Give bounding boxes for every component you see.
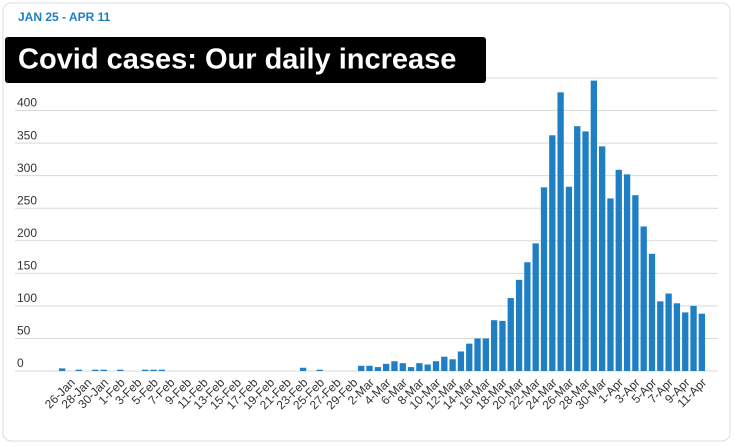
y-tick-label: 250 [17,193,37,207]
bar [358,365,365,371]
bar [648,253,656,371]
bar [532,243,539,371]
bar [598,146,606,371]
bar [382,363,390,371]
chart-title: Covid cases: Our daily increase [18,44,456,76]
bar [574,126,581,371]
bar [524,262,531,371]
bar [366,365,373,371]
bar [673,303,681,371]
bar [590,80,598,372]
y-tick-label: 50 [17,324,31,338]
y-tick-label: 150 [17,259,37,273]
bar [316,369,323,371]
card [2,2,731,442]
y-tick-label: 200 [17,226,37,240]
bar [682,312,689,371]
bar [482,338,490,371]
bar [416,363,423,371]
bar [640,226,647,371]
bar [457,351,465,371]
bar [690,305,697,371]
bar [374,367,382,371]
bar [698,313,706,371]
y-tick-label: 100 [17,291,37,305]
bar [499,320,506,371]
bar [632,195,639,371]
bar [507,298,514,371]
bar [466,343,473,371]
bar [432,361,440,371]
bar [490,320,498,371]
bar [58,368,66,371]
bar [92,369,99,371]
bar [158,369,166,371]
bar [399,363,406,371]
bar [150,369,157,371]
subtitle: JAN 25 - APR 11 [18,10,111,24]
title-box [5,37,486,83]
y-tick-label: 300 [17,161,37,175]
bar [623,174,631,371]
bar [540,187,548,371]
bar [515,279,523,371]
bar [117,369,124,371]
y-tick-label: 0 [17,356,24,370]
bar [391,361,398,371]
bar [75,369,82,371]
bar [441,356,448,371]
bar [565,186,573,371]
y-tick-label: 350 [17,128,37,142]
bar [582,131,589,371]
bar [657,301,664,371]
bar [424,364,431,371]
bar [549,135,556,371]
bar [449,359,456,371]
bar [100,369,107,371]
bar [474,338,481,371]
bar [615,169,622,371]
bar [299,367,307,371]
bar [607,198,614,371]
bar [557,92,564,371]
y-tick-label: 400 [17,96,37,110]
bar [407,367,415,371]
bar [142,369,149,371]
bar [665,293,672,371]
